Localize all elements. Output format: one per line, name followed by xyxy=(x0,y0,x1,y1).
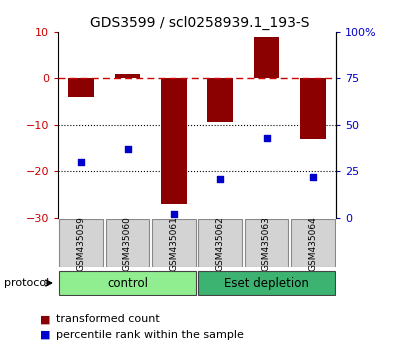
Text: transformed count: transformed count xyxy=(56,314,160,324)
Text: GSM435064: GSM435064 xyxy=(308,216,317,271)
Text: Eset depletion: Eset depletion xyxy=(224,276,309,290)
Text: GDS3599 / scl0258939.1_193-S: GDS3599 / scl0258939.1_193-S xyxy=(90,16,310,30)
Text: control: control xyxy=(107,276,148,290)
Text: GSM435060: GSM435060 xyxy=(123,216,132,271)
Bar xyxy=(291,219,335,267)
Bar xyxy=(208,78,233,122)
Text: GSM435061: GSM435061 xyxy=(169,216,178,271)
Text: protocol: protocol xyxy=(4,278,49,288)
Bar xyxy=(254,36,279,78)
Bar xyxy=(161,78,186,204)
Text: GSM435059: GSM435059 xyxy=(77,216,86,271)
Point xyxy=(263,135,270,141)
Bar xyxy=(115,74,140,78)
Bar xyxy=(59,271,196,295)
Bar xyxy=(300,78,326,139)
Bar xyxy=(245,219,288,267)
Text: GSM435063: GSM435063 xyxy=(262,216,271,271)
Bar xyxy=(59,219,103,267)
Text: ■: ■ xyxy=(40,330,50,339)
Bar xyxy=(106,219,149,267)
Point xyxy=(217,176,223,182)
Point xyxy=(78,159,84,165)
Point xyxy=(310,174,316,180)
Bar xyxy=(198,271,335,295)
Text: GSM435062: GSM435062 xyxy=(216,216,225,271)
Bar xyxy=(198,219,242,267)
Text: ■: ■ xyxy=(40,314,50,324)
Bar xyxy=(68,78,94,97)
Point xyxy=(171,211,177,217)
Text: percentile rank within the sample: percentile rank within the sample xyxy=(56,330,244,339)
Point xyxy=(124,146,131,152)
Bar xyxy=(152,219,196,267)
